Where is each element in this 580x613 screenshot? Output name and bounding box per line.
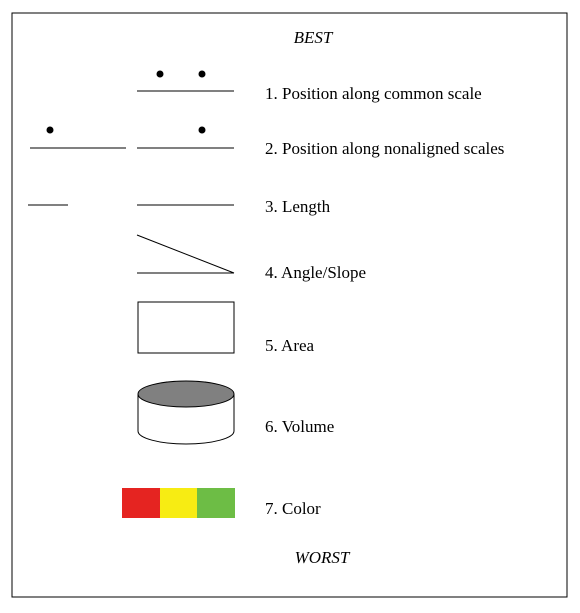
frame (11, 12, 568, 598)
volume-icon (137, 380, 235, 445)
item-label: 4. Angle/Slope (265, 263, 366, 282)
item-label: 2. Position along nonaligned scales (265, 139, 504, 158)
worst-label: WORST (295, 548, 351, 567)
item-label: 3. Length (265, 197, 331, 216)
area-icon (137, 301, 235, 354)
angle-icon (136, 234, 235, 274)
item-label: 7. Color (265, 499, 321, 518)
position-common-icon (137, 70, 234, 92)
item-label: 1. Position along common scale (265, 84, 482, 103)
item-label: 5. Area (265, 336, 315, 355)
color-icon (122, 488, 235, 518)
item-label: 6. Volume (265, 417, 334, 436)
best-label: BEST (294, 28, 334, 47)
position-nonaligned-icon (30, 126, 234, 149)
